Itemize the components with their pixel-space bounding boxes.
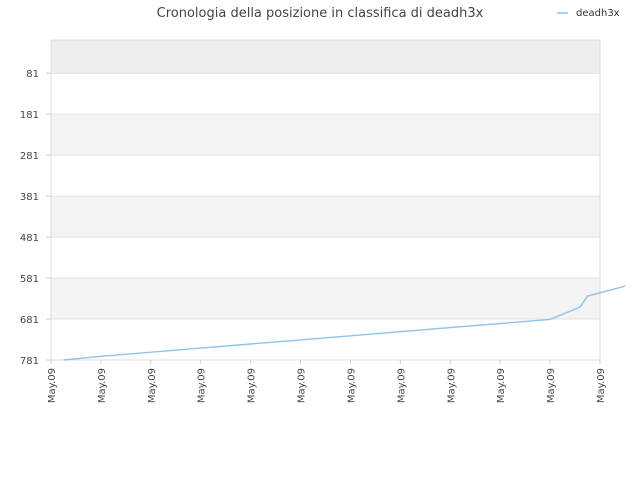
series-layer (63, 285, 626, 361)
y-tick-label: 581 (20, 274, 39, 285)
plot-area-border (50, 39, 601, 361)
plot-band (51, 40, 600, 74)
y-tick-label: 81 (26, 69, 39, 80)
legend: deadh3x (557, 8, 620, 19)
y-tick-label: 281 (20, 151, 39, 162)
y-tick-label: 381 (20, 192, 39, 203)
plot-band (51, 278, 600, 320)
plot-band (51, 237, 600, 279)
x-tick-label: May.09 (147, 368, 158, 403)
y-tick-label: 781 (20, 356, 39, 367)
y-tick-label: 181 (20, 110, 39, 121)
x-tick-label: May.09 (47, 368, 58, 403)
x-tick-label: May.09 (496, 368, 507, 403)
plot-band (51, 114, 600, 156)
x-tick-label: May.09 (396, 368, 407, 403)
x-tick-label: May.09 (546, 368, 557, 403)
chart-title: Cronologia della posizione in classifica… (157, 6, 484, 21)
legend-label-deadh3x: deadh3x (576, 8, 620, 19)
x-tick-label: May.09 (197, 368, 208, 403)
x-tick-label: May.09 (596, 368, 607, 403)
x-tick-label: May.09 (446, 368, 457, 403)
x-axis: May.09 May.09 May.09 May.09 May.09 May.09 May.… (47, 360, 607, 403)
x-tick-label: May.09 (346, 368, 357, 403)
y-axis: 81 181 281 381 481 581 681 781 (20, 69, 51, 367)
y-tick-label: 681 (20, 315, 39, 326)
plot-band (51, 155, 600, 197)
series-line-deadh3x (63, 285, 626, 361)
y-tick-label: 481 (20, 233, 39, 244)
x-tick-label: May.09 (297, 368, 308, 403)
plot-band (51, 196, 600, 238)
plot-background (51, 40, 600, 360)
x-tick-label: May.09 (97, 368, 108, 403)
x-tick-label: May.09 (247, 368, 258, 403)
plot-band (51, 73, 600, 115)
